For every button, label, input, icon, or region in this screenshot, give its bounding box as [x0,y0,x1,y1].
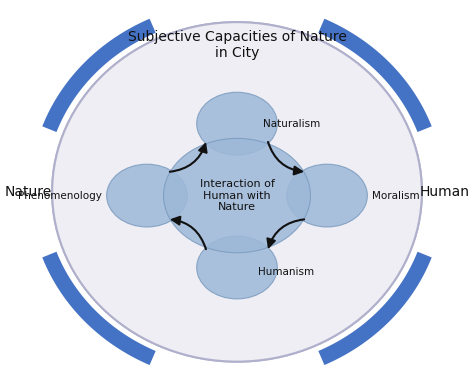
Text: Human: Human [419,185,469,199]
Text: Humanism: Humanism [258,267,314,277]
Text: Moralism: Moralism [372,190,419,201]
Circle shape [287,164,367,227]
FancyArrowPatch shape [268,142,302,175]
FancyArrowPatch shape [267,220,304,247]
Text: Subjective Capacities of Nature
in City: Subjective Capacities of Nature in City [128,30,346,60]
Text: Naturalism: Naturalism [263,118,320,129]
Ellipse shape [52,22,422,362]
Circle shape [164,138,310,253]
Text: Interaction of
Human with
Nature: Interaction of Human with Nature [200,179,274,212]
Circle shape [197,92,277,155]
Circle shape [107,164,187,227]
FancyArrowPatch shape [170,144,207,172]
Circle shape [197,236,277,299]
Text: Nature: Nature [5,185,52,199]
Text: Phenomenology: Phenomenology [18,190,102,201]
FancyArrowPatch shape [172,217,206,249]
Ellipse shape [52,22,422,362]
